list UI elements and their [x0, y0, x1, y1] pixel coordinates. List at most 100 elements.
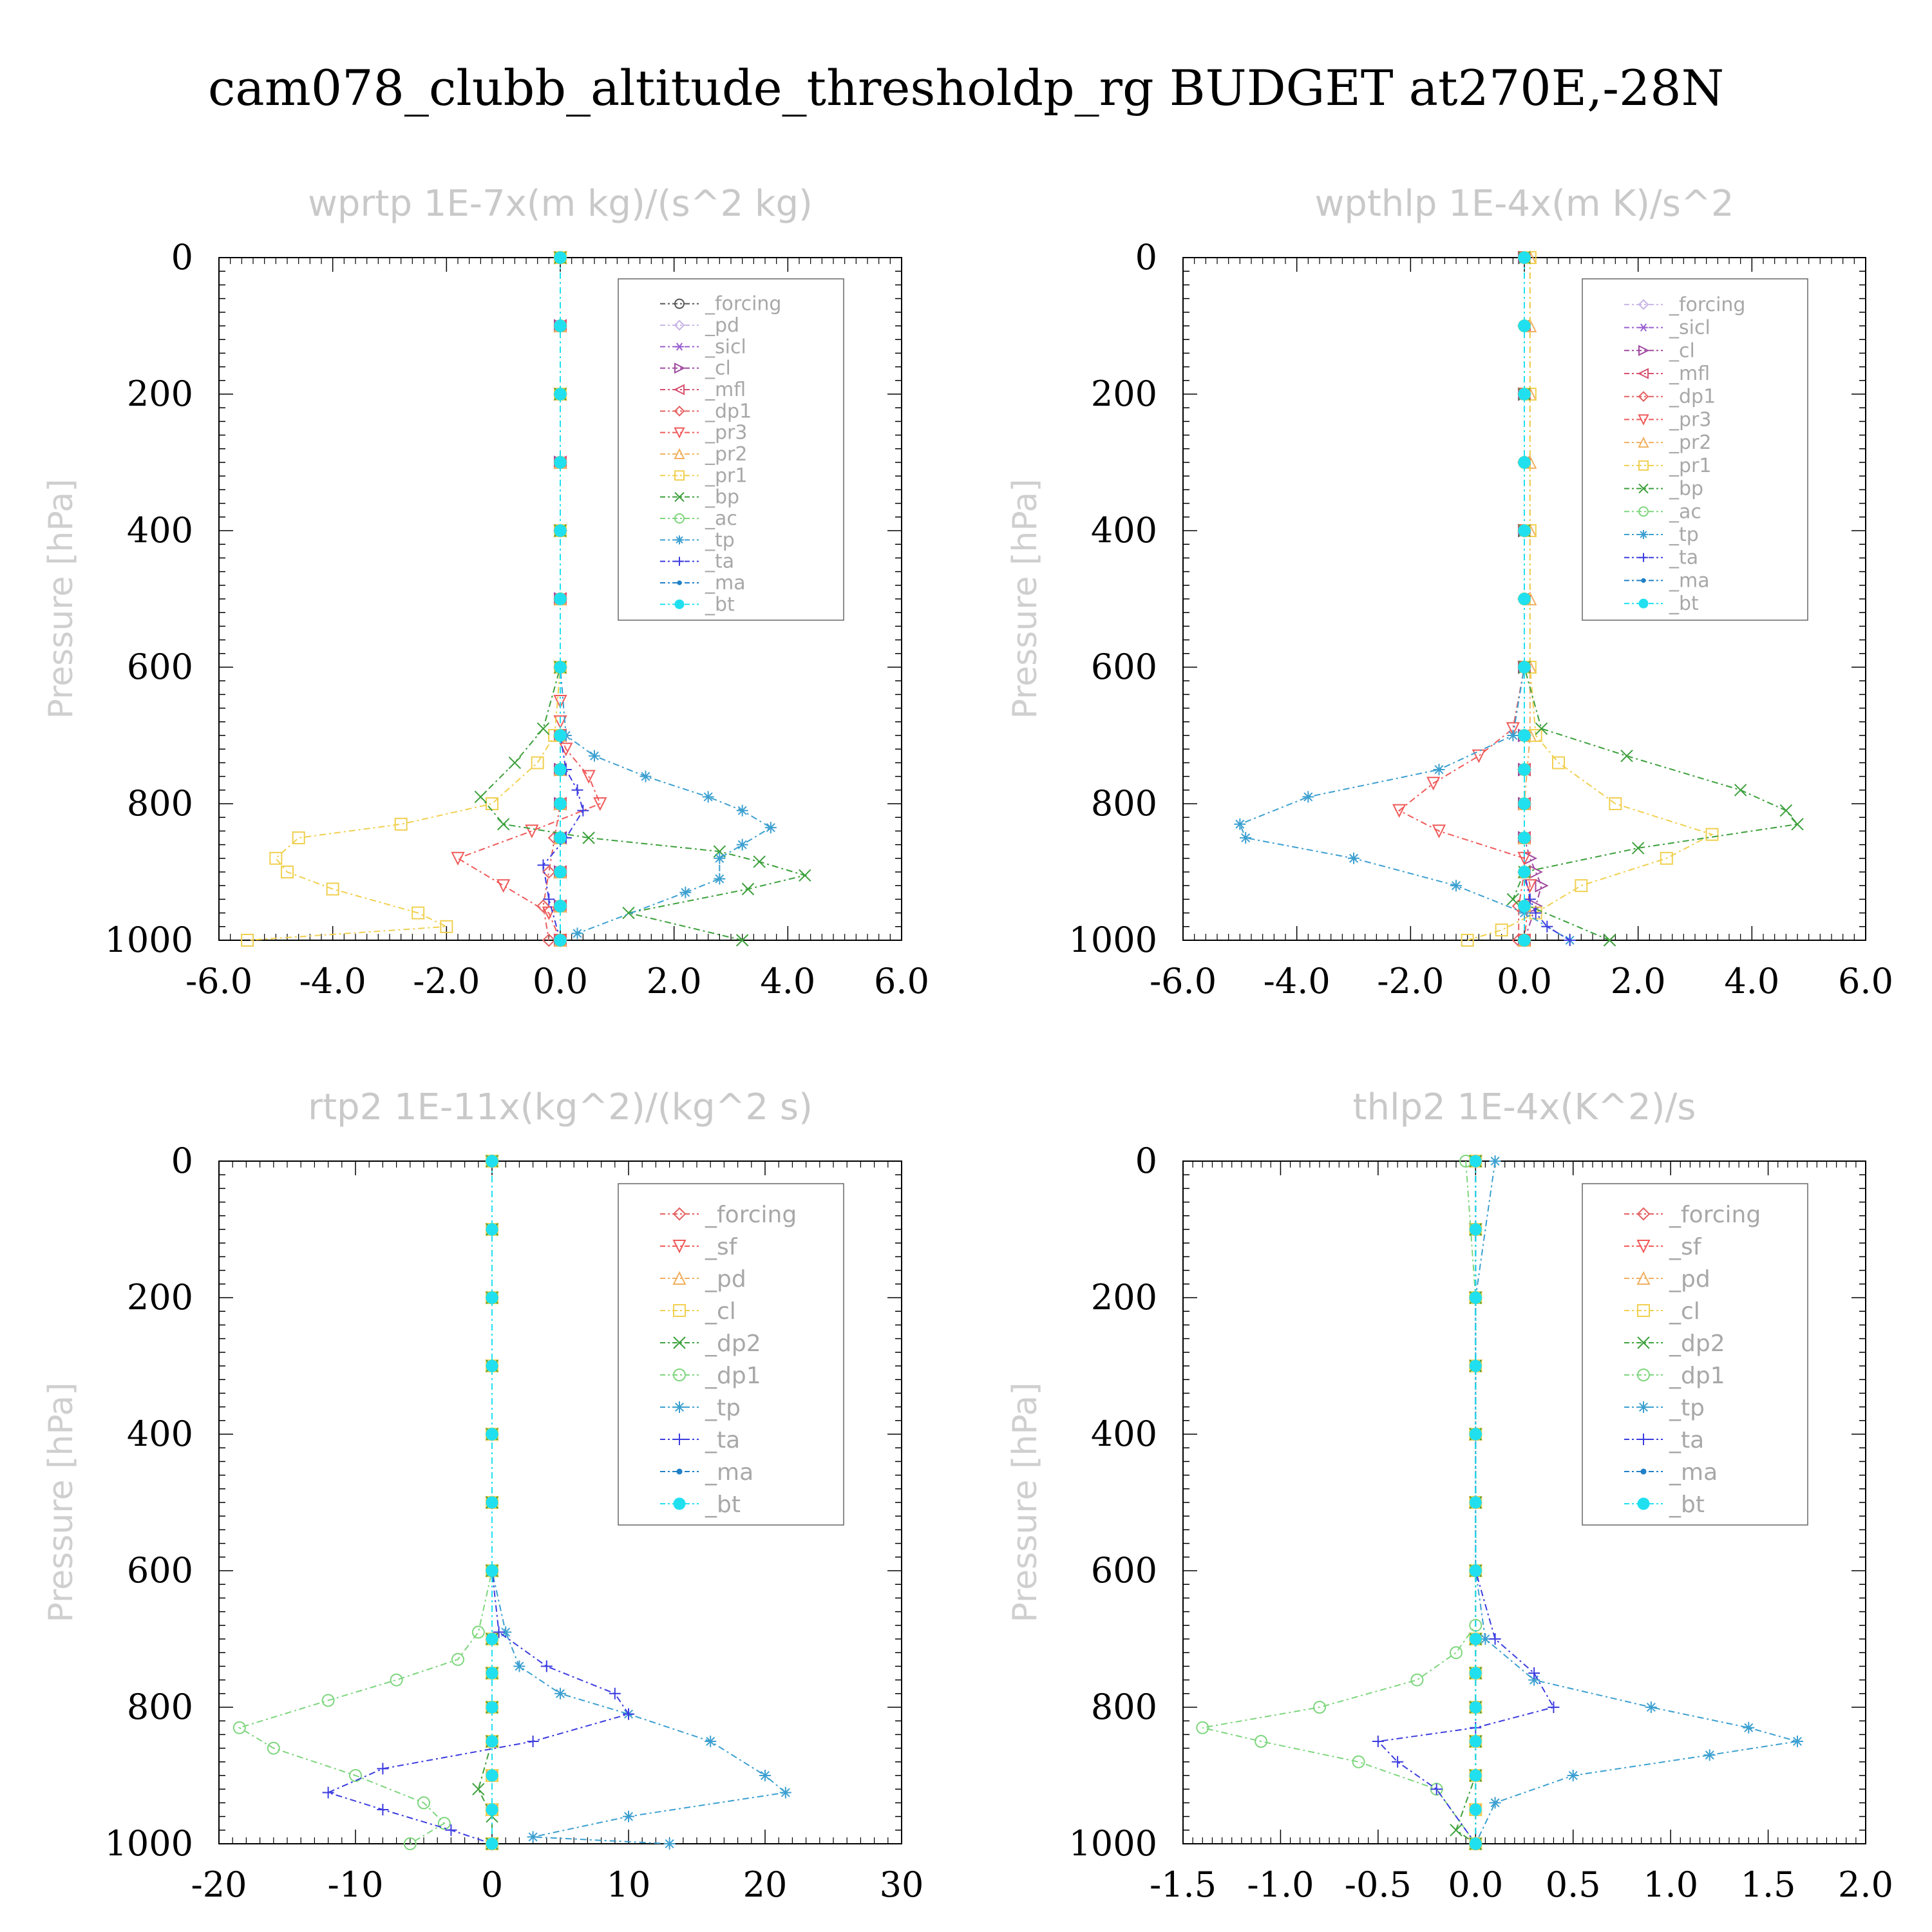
data-point: [377, 1763, 389, 1775]
data-point: [1392, 1756, 1404, 1768]
panel-title: wpthlp 1E-4x(m K)/s^2: [1314, 183, 1734, 225]
legend-label: _ta: [1669, 547, 1698, 569]
data-point: [497, 818, 510, 831]
data-point: [486, 1155, 498, 1168]
data-point: [577, 804, 589, 817]
data-point: [1255, 1735, 1268, 1748]
legend-label: _bt: [705, 593, 735, 616]
data-point: [437, 1817, 451, 1830]
legend-label: _forcing: [705, 1202, 797, 1228]
data-point: [474, 790, 488, 804]
data-point: [1410, 1673, 1424, 1687]
y-tick-label: 200: [1091, 374, 1157, 414]
data-point: [571, 927, 583, 940]
legend-marker: [674, 599, 685, 609]
data-point: [714, 852, 726, 864]
data-point: [486, 797, 498, 810]
legend-marker: [674, 298, 685, 309]
data-point: [1518, 831, 1531, 844]
y-tick-label: 200: [127, 1277, 193, 1318]
data-point: [527, 1831, 539, 1843]
data-point: [500, 1626, 512, 1638]
data-point: [1469, 1667, 1482, 1680]
legend-marker: [1638, 1434, 1649, 1445]
data-point: [1469, 1769, 1482, 1782]
data-point: [1575, 879, 1588, 893]
legend: _forcing_pd_sicl_cl_mfl_dp1_pr3_pr2_pr1_…: [618, 278, 844, 621]
legend-label: _ta: [705, 1427, 740, 1454]
chart-panel-1: wprtp 1E-7x(m kg)/(s^2 kg) Pressure [hPa]…: [42, 183, 929, 1001]
data-point: [554, 866, 567, 878]
data-point: [486, 1428, 498, 1441]
legend-marker: [673, 1368, 686, 1381]
legend-marker: [674, 470, 685, 481]
data-point: [1518, 900, 1531, 913]
legend-label: _pd: [1669, 1266, 1710, 1293]
data-point: [1705, 828, 1719, 841]
panel-title: rtp2 1E-11x(kg^2)/(kg^2 s): [308, 1086, 813, 1128]
data-point: [1469, 1223, 1482, 1236]
legend-marker: [1638, 391, 1649, 402]
data-point: [736, 804, 748, 817]
y-axis-label: Pressure [hPa]: [42, 479, 80, 719]
data-point: [1495, 923, 1508, 937]
data-point: [1372, 1736, 1384, 1747]
data-point: [593, 797, 607, 811]
data-point: [1450, 1646, 1463, 1660]
x-tick-label: 10: [607, 1864, 651, 1905]
legend-label: _ma: [705, 1459, 753, 1486]
data-point: [554, 592, 567, 605]
data-point: [1469, 1837, 1482, 1850]
legend-marker: [1638, 414, 1649, 426]
legend-label: _pr3: [1669, 408, 1711, 431]
series-bt: [1469, 1155, 1482, 1850]
data-point: [714, 873, 726, 885]
legend-marker: [674, 319, 685, 331]
legend-label: _ta: [705, 551, 734, 573]
series-line: [456, 258, 601, 941]
y-axis-label: Pressure [hPa]: [42, 1383, 80, 1623]
data-point: [542, 865, 556, 879]
data-point: [321, 1694, 335, 1707]
legend-marker: [1636, 1207, 1651, 1221]
series-line: [326, 1161, 630, 1844]
y-tick-label: 800: [127, 783, 193, 824]
data-point: [1433, 764, 1445, 775]
series-line: [1202, 1160, 1477, 1844]
legend-label: _dp1: [705, 400, 752, 422]
legend-label: _dp1: [1669, 1363, 1725, 1389]
legend-marker: [674, 427, 685, 439]
legend-label: _sicl: [1669, 317, 1710, 339]
x-tick-label: -4.0: [299, 961, 366, 1001]
x-tick-label: -6.0: [1150, 961, 1217, 1001]
legend: _forcing_sicl_cl_mfl_dp1_pr3_pr2_pr1_bp_…: [1582, 278, 1808, 621]
legend-marker: [1638, 1401, 1649, 1413]
x-tick-label: 20: [743, 1864, 788, 1905]
legend-marker: [672, 1207, 687, 1221]
data-point: [1472, 749, 1486, 764]
data-point: [799, 869, 811, 882]
legend-marker: [673, 1304, 686, 1317]
data-point: [1469, 1735, 1482, 1748]
data-point: [269, 851, 283, 865]
y-tick-label: 400: [127, 1414, 193, 1454]
data-point: [554, 524, 567, 537]
y-tick-label: 1000: [1069, 920, 1157, 960]
data-point: [1234, 818, 1246, 830]
data-point: [779, 1786, 791, 1799]
x-tick-label: 30: [880, 1864, 924, 1905]
legend-label: _cl: [1669, 339, 1695, 362]
x-tick-label: 6.0: [874, 961, 929, 1001]
data-point: [554, 456, 567, 469]
data-point: [542, 906, 556, 920]
legend-marker: [1639, 553, 1648, 562]
data-point: [554, 763, 567, 776]
series-ta: [322, 1155, 634, 1850]
data-point: [1779, 804, 1793, 817]
legend-marker: [1638, 483, 1649, 494]
data-point: [472, 1783, 485, 1795]
data-point: [1469, 1633, 1482, 1645]
data-point: [1430, 1783, 1443, 1795]
data-point: [1518, 661, 1531, 674]
x-tick-label: -2.0: [413, 961, 480, 1001]
